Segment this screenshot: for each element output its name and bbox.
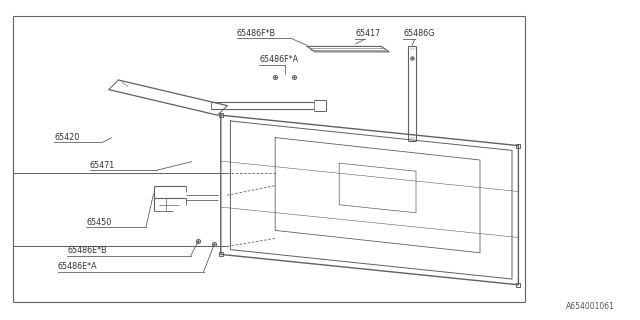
Text: 65471: 65471 [90, 161, 115, 170]
Text: 65486F*B: 65486F*B [237, 29, 276, 38]
Text: 65486E*B: 65486E*B [67, 246, 107, 255]
Text: 65486E*A: 65486E*A [58, 262, 97, 271]
Text: 65417: 65417 [355, 29, 380, 38]
Text: 65420: 65420 [54, 133, 79, 142]
Text: 65486G: 65486G [403, 29, 435, 38]
Text: 65486F*A: 65486F*A [259, 55, 298, 64]
Text: 65450: 65450 [86, 218, 111, 227]
Text: A654001061: A654001061 [566, 302, 614, 311]
